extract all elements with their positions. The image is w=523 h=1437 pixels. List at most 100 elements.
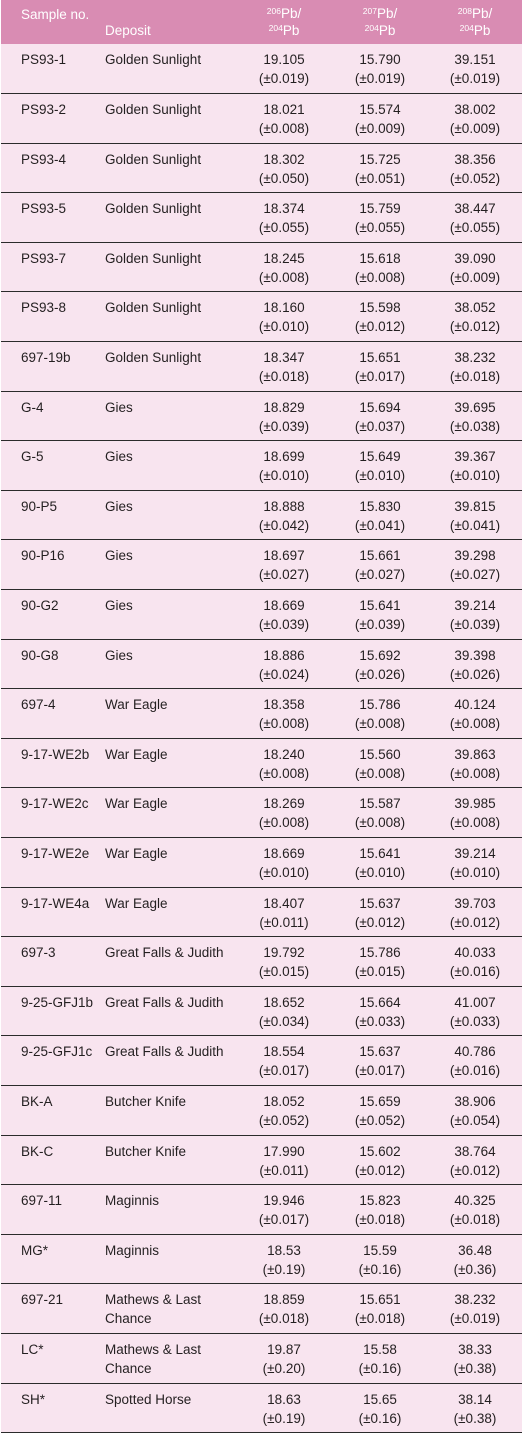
pb208-err-value: (±0.018) xyxy=(449,1212,501,1228)
pb208-value: 39.398 xyxy=(454,647,496,663)
pb208-err-value: (±0.054) xyxy=(449,1112,501,1128)
sample-no-cell: 9-25-GFJ1b xyxy=(1,985,101,1036)
pb207-err-value: (±0.033) xyxy=(354,1013,406,1029)
table-row: 90-P16 Gies 18.697 (±0.027) 15.661 (±0.027… xyxy=(1,539,522,590)
pb206-value: 18.374 xyxy=(263,201,305,217)
pb206-value: 19.946 xyxy=(263,1193,305,1209)
pb207-pb204-cell: 15.59 (±0.16) xyxy=(332,1233,428,1284)
table-row: 697-19b Golden Sunlight 18.347 (±0.018) 1… xyxy=(1,341,522,392)
sample-value: SH* xyxy=(21,1391,46,1407)
pb207-value: 15.692 xyxy=(359,647,401,663)
deposit-value: Gies xyxy=(105,647,133,663)
pb207-pb204-cell: 15.692 (±0.026) xyxy=(332,638,428,689)
deposit-value: Golden Sunlight xyxy=(105,201,202,217)
pb208-err-value: (±0.018) xyxy=(449,369,501,385)
pb206-value: 18.269 xyxy=(263,796,305,812)
pb208-err-value: (±0.016) xyxy=(449,1063,501,1079)
sample-no-cell: 9-17-WE2e xyxy=(1,837,101,888)
pb206-value: 19.87 xyxy=(267,1341,301,1357)
pb206-value: 18.021 xyxy=(263,102,305,118)
pb208-pb204-cell: 39.703 (±0.012) xyxy=(428,886,522,937)
pb208-value: 38.906 xyxy=(454,1093,496,1109)
pb206-err-value: (±0.018) xyxy=(258,369,310,385)
sample-value: PS93-1 xyxy=(21,52,67,67)
deposit-value: Maginnis xyxy=(105,1193,160,1209)
pb207-value: 15.651 xyxy=(359,350,401,366)
pb206-value: 18.347 xyxy=(263,350,305,366)
sample-no-cell: PS93-4 xyxy=(1,142,101,193)
pb206-err-value: (±0.024) xyxy=(258,666,310,682)
pb206-pb204-cell: 18.669 (±0.039) xyxy=(236,589,332,640)
pb208-value: 38.356 xyxy=(454,151,496,167)
pb207-pb204-cell: 15.694 (±0.037) xyxy=(332,390,428,441)
deposit-value: Golden Sunlight xyxy=(105,300,202,316)
pb206-err-value: (±0.008) xyxy=(258,815,310,831)
pb206-pb204-cell: 19.87 (±0.20) xyxy=(236,1332,332,1384)
pb207-pb204-cell: 15.587 (±0.008) xyxy=(332,787,428,838)
deposit-cell: Great Falls & Judith xyxy=(101,1035,236,1086)
pb208-pb204-cell: 38.232 (±0.018) xyxy=(428,341,522,392)
sample-no-cell: LC* xyxy=(1,1332,101,1384)
pb207-err-value: (±0.16) xyxy=(358,1360,402,1376)
pb206-pb204-cell: 18.374 (±0.055) xyxy=(236,192,332,243)
deposit-value: Mathews & Last Chance xyxy=(105,1292,202,1327)
table-row: PS93-2 Golden Sunlight 18.021 (±0.008) 15… xyxy=(1,93,522,144)
pb207-value: 15.602 xyxy=(359,1143,401,1159)
pb208-err-value: (±0.36) xyxy=(453,1261,497,1277)
pb207-pb204-cell: 15.830 (±0.041) xyxy=(332,489,428,540)
pb207-err-value: (±0.041) xyxy=(354,517,406,533)
sample-no-cell: BK-C xyxy=(1,1134,101,1185)
table-row: 697-4 War Eagle 18.358 (±0.008) 15.786 (±0… xyxy=(1,688,522,739)
deposit-value: Great Falls & Judith xyxy=(105,1044,224,1060)
pb207-err-value: (±0.017) xyxy=(354,369,406,385)
table-row: 90-G8 Gies 18.886 (±0.024) 15.692 (±0.026)… xyxy=(1,638,522,689)
pb208-pb204-cell: 39.090 (±0.009) xyxy=(428,241,522,292)
table-row: BK-A Butcher Knife 18.052 (±0.052) 15.659… xyxy=(1,1084,522,1136)
table-row: PS93-4 Golden Sunlight 18.302 (±0.050) 15… xyxy=(1,142,522,193)
pb208-value: 38.232 xyxy=(454,1292,496,1308)
sample-no-cell: PS93-2 xyxy=(1,93,101,144)
deposit-value: Spotted Horse xyxy=(105,1391,192,1407)
pb206-err-value: (±0.055) xyxy=(258,220,310,236)
sample-no-cell: 697-19b xyxy=(1,341,101,392)
pb207-value: 15.659 xyxy=(359,1093,401,1109)
pb206-value: 18.859 xyxy=(263,1292,305,1308)
pb208-value: 41.007 xyxy=(454,994,496,1010)
sample-no-cell: PS93-8 xyxy=(1,291,101,342)
sample-value: 697-11 xyxy=(21,1193,63,1209)
pb206-err-value: (±0.019) xyxy=(258,71,310,86)
deposit-cell: War Eagle xyxy=(101,886,236,937)
sample-value: 697-21 xyxy=(21,1292,64,1308)
table-row: 9-17-WE4a War Eagle 18.407 (±0.011) 15.63… xyxy=(1,886,522,937)
sample-no-cell: 90-P16 xyxy=(1,539,101,590)
pb208-pb204-cell: 36.48 (±0.36) xyxy=(428,1233,522,1284)
sample-no-cell: 9-17-WE4a xyxy=(1,886,101,937)
pb208-err-value: (±0.038) xyxy=(449,418,501,434)
pb206-value: 17.990 xyxy=(263,1143,305,1159)
pb206-err-value: (±0.018) xyxy=(258,1311,310,1327)
deposit-value: Golden Sunlight xyxy=(105,52,202,67)
deposit-cell: Butcher Knife xyxy=(101,1084,236,1136)
pb208-value: 38.052 xyxy=(454,300,496,316)
pb206-err-value: (±0.20) xyxy=(262,1360,306,1376)
deposit-cell: Mathews & Last Chance xyxy=(101,1332,236,1384)
pb208-pb204-cell: 38.764 (±0.012) xyxy=(428,1134,522,1185)
sample-value: PS93-5 xyxy=(21,201,67,217)
pb207-err-value: (±0.012) xyxy=(354,319,406,335)
pb207-value: 15.725 xyxy=(359,151,401,167)
pb208-err-value: (±0.016) xyxy=(449,964,501,980)
pb208-value: 39.298 xyxy=(454,548,496,564)
table-row: G-5 Gies 18.699 (±0.010) 15.649 (±0.010) 3… xyxy=(1,440,522,491)
pb208-pb204-cell: 38.232 (±0.019) xyxy=(428,1283,522,1334)
pb206-pb204-cell: 18.240 (±0.008) xyxy=(236,737,332,788)
pb207-value: 15.587 xyxy=(359,796,401,812)
deposit-cell: Maginnis xyxy=(101,1233,236,1284)
pb206-pb204-cell: 19.792 (±0.015) xyxy=(236,936,332,987)
pb206-err-value: (±0.008) xyxy=(258,716,310,732)
pb207-pb204-cell: 15.641 (±0.010) xyxy=(332,837,428,888)
pb206-err-value: (±0.027) xyxy=(258,567,310,583)
pb208-err-value: (±0.38) xyxy=(453,1360,497,1376)
pb206-err-value: (±0.010) xyxy=(258,319,310,335)
pb207-value: 15.664 xyxy=(359,994,401,1010)
pb207-err-value: (±0.037) xyxy=(354,418,406,434)
